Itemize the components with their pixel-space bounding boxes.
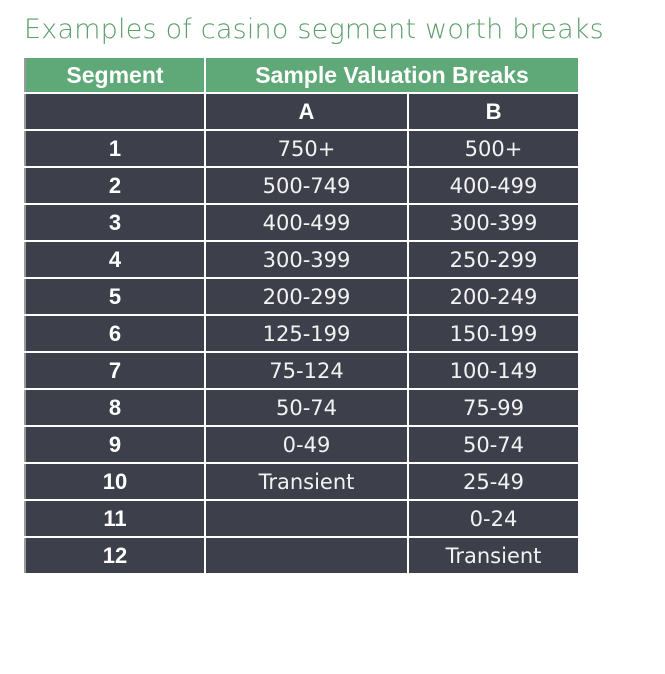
- break-a-cell: 0-49: [204, 425, 409, 464]
- segment-number-cell: 9: [24, 425, 206, 464]
- column-b-header: B: [406, 92, 581, 131]
- break-b-cell: 75-99: [406, 388, 581, 427]
- table-row: 4 300-399 250-299: [24, 240, 581, 279]
- break-b-cell: 50-74: [406, 425, 581, 464]
- segment-number-cell: 8: [24, 388, 206, 427]
- break-a-cell: Transient: [204, 462, 409, 501]
- table-row: 10 Transient 25-49: [24, 462, 581, 501]
- break-a-cell: [204, 499, 409, 538]
- break-a-cell: 50-74: [204, 388, 409, 427]
- table-row: 8 50-74 75-99: [24, 388, 581, 427]
- column-a-header: A: [204, 92, 409, 131]
- break-a-cell: 125-199: [204, 314, 409, 353]
- table-row: 6 125-199 150-199: [24, 314, 581, 353]
- table-row: 7 75-124 100-149: [24, 351, 581, 390]
- segment-number-cell: 1: [24, 129, 206, 168]
- break-a-cell: 75-124: [204, 351, 409, 390]
- break-b-cell: 400-499: [406, 166, 581, 205]
- break-b-cell: 200-249: [406, 277, 581, 316]
- table-body: 1 750+ 500+ 2 500-749 400-499 3 400-499 300-399 4…: [24, 129, 581, 575]
- break-b-cell: 500+: [406, 129, 581, 168]
- break-b-cell: 150-199: [406, 314, 581, 353]
- table-row: 12 Transient: [24, 536, 581, 575]
- segment-number-cell: 7: [24, 351, 206, 390]
- table-row: 11 0-24: [24, 499, 581, 538]
- segment-number-cell: 6: [24, 314, 206, 353]
- segment-worth-table: Segment Sample Valuation Breaks A B 1 750…: [24, 58, 581, 575]
- segment-subheader-blank: [24, 92, 206, 131]
- break-a-cell: 400-499: [204, 203, 409, 242]
- valuation-breaks-header: Sample Valuation Breaks: [203, 58, 581, 94]
- segment-number-cell: 5: [24, 277, 206, 316]
- break-b-cell: Transient: [406, 536, 581, 575]
- table-subheader-row: A B: [24, 92, 581, 131]
- break-b-cell: 300-399: [406, 203, 581, 242]
- segment-number-cell: 12: [24, 536, 206, 575]
- break-b-cell: 25-49: [406, 462, 581, 501]
- break-b-cell: 100-149: [406, 351, 581, 390]
- break-b-cell: 250-299: [406, 240, 581, 279]
- segment-number-cell: 4: [24, 240, 206, 279]
- page-title: Examples of casino segment worth breaks: [24, 14, 604, 45]
- segment-number-cell: 10: [24, 462, 206, 501]
- table-header-row: Segment Sample Valuation Breaks: [24, 58, 581, 94]
- table-row: 9 0-49 50-74: [24, 425, 581, 464]
- table-row: 3 400-499 300-399: [24, 203, 581, 242]
- table-row: 5 200-299 200-249: [24, 277, 581, 316]
- segment-number-cell: 11: [24, 499, 206, 538]
- break-a-cell: [204, 536, 409, 575]
- segment-number-cell: 3: [24, 203, 206, 242]
- table-row: 1 750+ 500+: [24, 129, 581, 168]
- break-a-cell: 500-749: [204, 166, 409, 205]
- break-a-cell: 300-399: [204, 240, 409, 279]
- break-b-cell: 0-24: [406, 499, 581, 538]
- break-a-cell: 750+: [204, 129, 409, 168]
- break-a-cell: 200-299: [204, 277, 409, 316]
- table-row: 2 500-749 400-499: [24, 166, 581, 205]
- segment-column-header: Segment: [24, 58, 206, 94]
- segment-number-cell: 2: [24, 166, 206, 205]
